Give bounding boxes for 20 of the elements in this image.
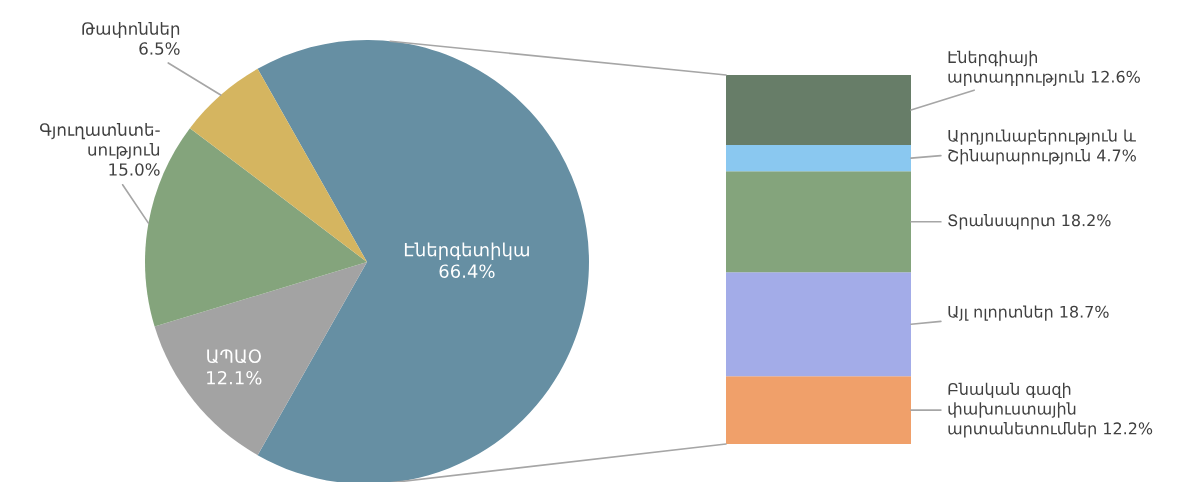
slice-label: Էներգետիկա (404, 242, 529, 260)
pie-slice (154, 262, 367, 456)
slice-label: ԱՊԱՕ (207, 349, 261, 364)
bar (726, 272, 911, 377)
data-label: Տրանսպորտ 18.2% (948, 213, 1111, 230)
bar (726, 145, 911, 172)
pie-slice (189, 68, 367, 262)
slice-label: Թափոններ (82, 21, 180, 39)
data-label: Այլ ոլորտներ 18.7% (948, 305, 1109, 321)
data-label: Արդյունաբերություն և Շինարարություն 4.7% (948, 129, 1136, 165)
data-label: 66.4% (439, 264, 495, 279)
bar (726, 171, 911, 273)
data-label: 12.1% (207, 370, 262, 385)
data-label: 15.0% (109, 163, 160, 176)
bar (726, 75, 911, 146)
slice-label: Գյուղատնտե- սություն (40, 123, 160, 160)
data-label: Էներգիայի արտադրություն 12.6% (948, 50, 1140, 86)
data-label: 6.5% (139, 42, 180, 55)
data-label: Բնական գազի փախուստային արտանետումներ 12.2% (948, 382, 1153, 438)
bar (726, 376, 911, 444)
